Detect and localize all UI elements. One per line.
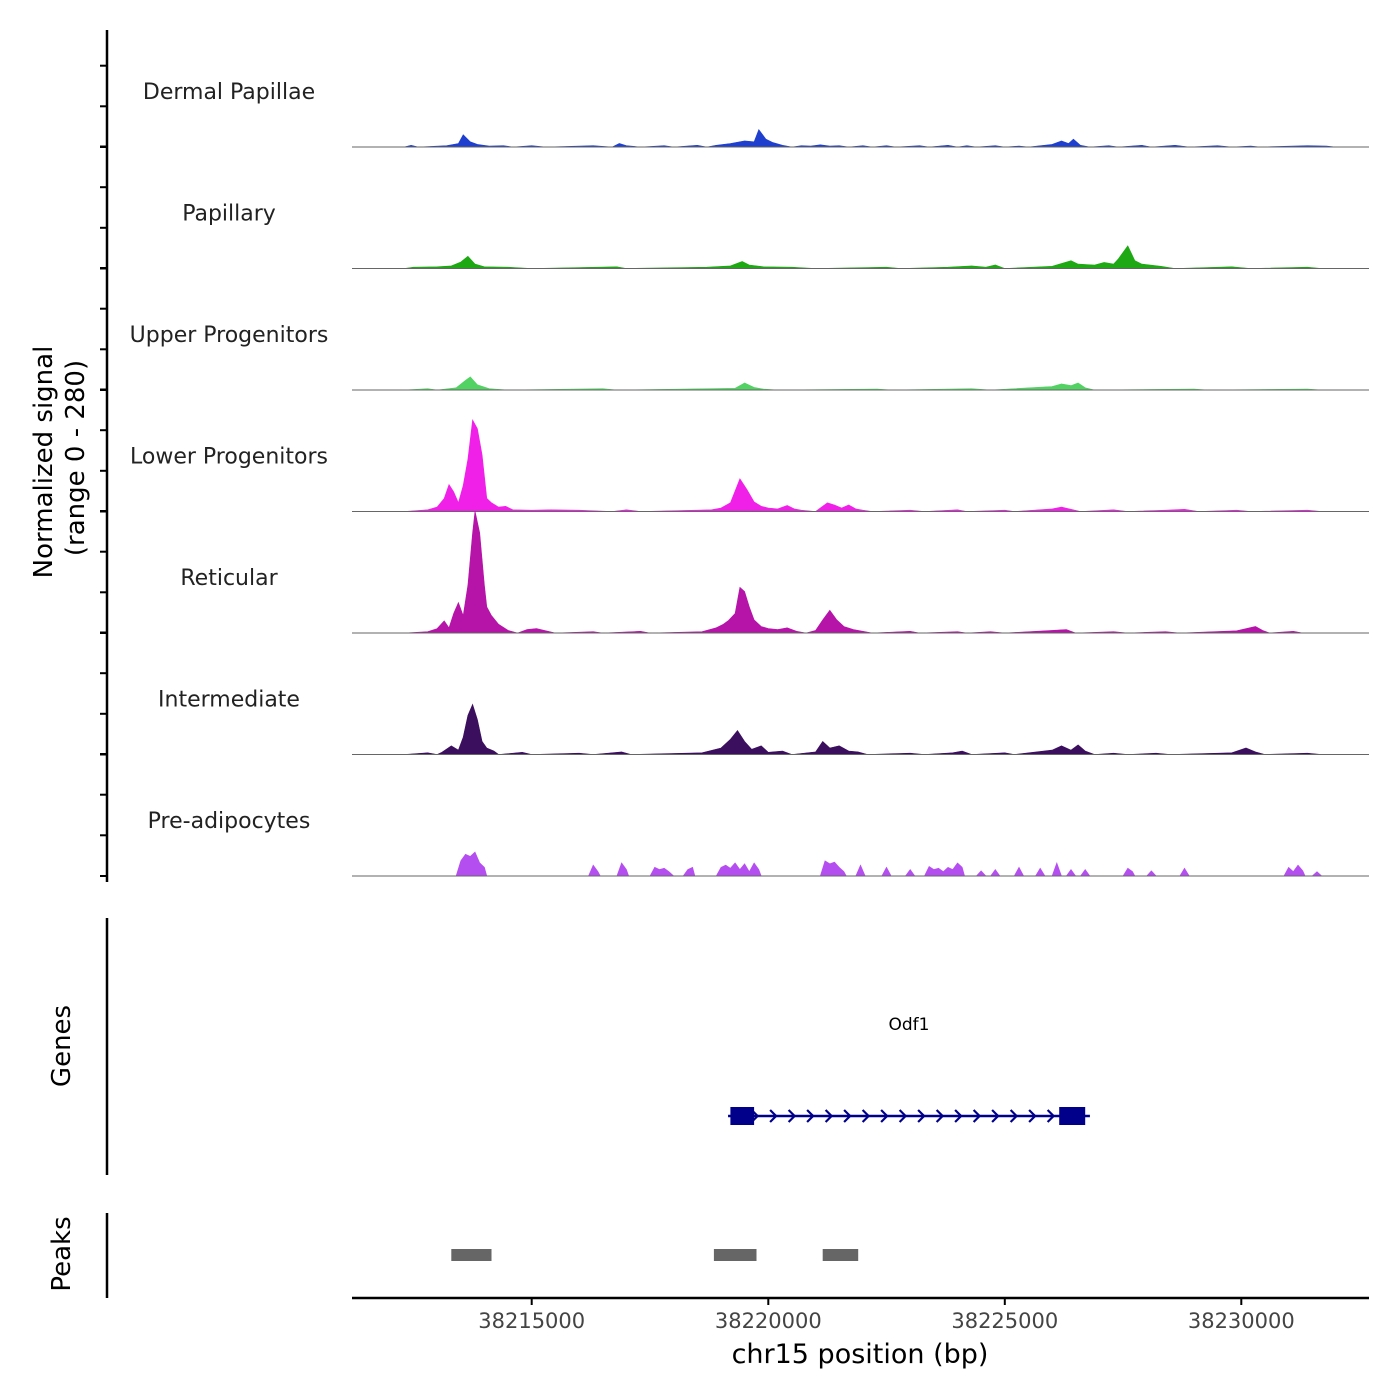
x-tick-label: 38230000	[1188, 1309, 1295, 1333]
track-reticular: Reticular	[180, 510, 1369, 634]
y-axis-range-label: (range 0 - 280)	[61, 360, 91, 556]
strand-arrow	[806, 1109, 815, 1123]
strand-arrow	[1009, 1109, 1019, 1123]
peaks-track	[451, 1249, 859, 1261]
peak-region	[822, 1249, 859, 1261]
x-tick-label: 38220000	[715, 1309, 822, 1333]
exon	[1059, 1107, 1086, 1125]
x-tick-label: 38215000	[478, 1309, 585, 1333]
coverage-area	[455, 851, 1323, 877]
track-intermediate: Intermediate	[158, 688, 1369, 755]
track-label: Lower Progenitors	[130, 445, 328, 470]
strand-arrow	[861, 1109, 871, 1123]
strand-arrow	[880, 1109, 889, 1123]
track-papillary: Papillary	[182, 202, 1369, 269]
peaks-panel-label: Peaks	[47, 1216, 77, 1291]
track-pre-adipocytes: Pre-adipocytes	[148, 809, 1369, 877]
track-lower-progenitors: Lower Progenitors	[130, 419, 1369, 512]
track-upper-progenitors: Upper Progenitors	[130, 323, 1369, 391]
gene-name-label: Odf1	[889, 1015, 930, 1035]
exon	[730, 1107, 755, 1125]
track-label: Reticular	[180, 566, 278, 591]
track-label: Upper Progenitors	[130, 323, 329, 348]
track-label: Pre-adipocytes	[148, 809, 311, 834]
gene-track: Odf1	[728, 1015, 1090, 1125]
coverage-area	[403, 419, 1322, 512]
peak-region	[713, 1249, 757, 1261]
strand-arrow	[787, 1109, 797, 1123]
x-axis-ticks: 38215000 38220000 38225000 38230000	[478, 1298, 1295, 1333]
strand-arrow	[972, 1109, 982, 1123]
coverage-area	[403, 703, 1322, 755]
strand-arrow	[917, 1109, 926, 1123]
x-axis-title: chr15 position (bp)	[732, 1339, 989, 1370]
strand-arrow	[769, 1109, 778, 1123]
coverage-area	[403, 376, 1322, 391]
track-label: Papillary	[182, 202, 276, 227]
coverage-area	[403, 245, 1322, 269]
coverage-area	[403, 510, 1303, 634]
genes-panel-label: Genes	[47, 1005, 77, 1087]
y-axis-title: Normalized signal	[29, 346, 59, 579]
strand-arrow	[824, 1109, 834, 1123]
coverage-y-ticks	[100, 64, 107, 877]
strand-arrow	[935, 1109, 945, 1123]
strand-arrow	[843, 1109, 852, 1123]
coverage-tracks: Dermal Papillae Papillary Upper Progenitor…	[130, 80, 1369, 877]
strand-arrow	[898, 1109, 908, 1123]
track-label: Dermal Papillae	[143, 80, 315, 105]
track-dermal-papillae: Dermal Papillae	[143, 80, 1369, 148]
strand-arrow	[991, 1109, 1000, 1123]
strand-arrow	[954, 1109, 963, 1123]
strand-arrow	[1028, 1109, 1037, 1123]
coverage-area	[403, 128, 1336, 148]
x-tick-label: 38225000	[951, 1309, 1058, 1333]
peak-region	[451, 1249, 492, 1261]
strand-arrow	[1046, 1109, 1056, 1123]
track-label: Intermediate	[158, 688, 300, 713]
